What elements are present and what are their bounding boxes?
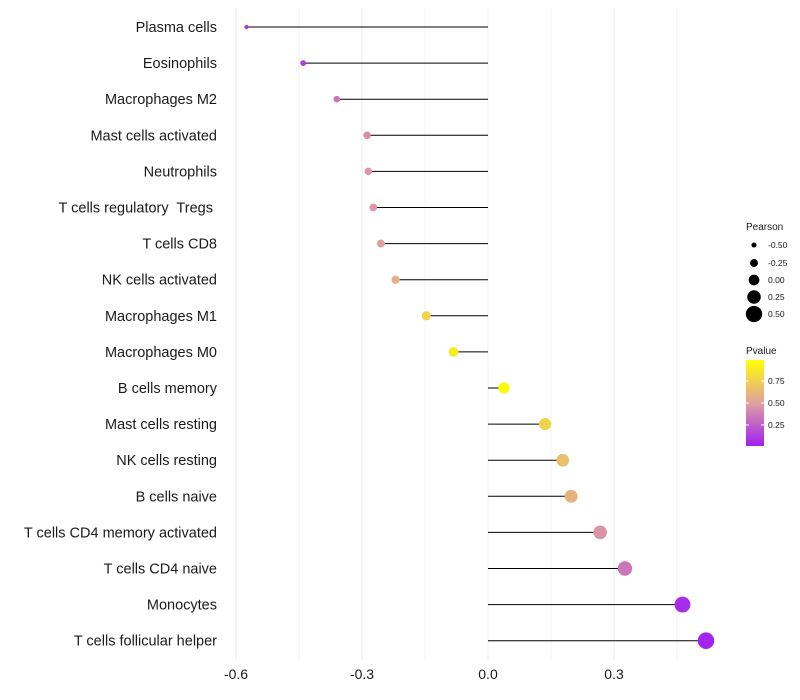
data-point (617, 561, 633, 576)
color-legend: Pvalue 0.25 0.50 0.75 (746, 346, 785, 446)
category-label: B cells memory (118, 381, 218, 397)
data-point (369, 203, 378, 212)
data-point (333, 95, 341, 103)
data-point (593, 525, 607, 540)
color-legend-label: 0.75 (768, 376, 785, 386)
size-legend-title: Pearson (746, 222, 783, 233)
size-legend-key (751, 242, 757, 248)
data-point (376, 239, 385, 248)
data-point (300, 60, 307, 66)
category-label: Macrophages M0 (105, 345, 217, 361)
data-point (391, 275, 400, 284)
category-label: NK cells activated (102, 273, 217, 289)
x-tick-label: -0.3 (350, 666, 374, 682)
x-axis-labels: -0.6 -0.3 0.0 0.3 (224, 666, 624, 682)
color-legend-label: 0.50 (768, 398, 785, 408)
category-label: T cells regulatory Tregs (59, 201, 218, 217)
size-legend-key (748, 274, 760, 286)
data-point (539, 417, 552, 431)
data-point (556, 453, 570, 467)
category-label: T cells CD4 memory activated (24, 525, 217, 541)
category-label: Mast cells activated (90, 128, 217, 144)
data-point (364, 167, 373, 176)
size-legend-label: -0.50 (768, 240, 788, 250)
size-legend-key (750, 259, 758, 267)
grid-lines (235, 8, 678, 660)
data-point (421, 311, 431, 321)
size-legend: Pearson -0.50 -0.25 0.00 0.25 0.50 (745, 222, 788, 323)
category-label: T cells follicular helper (74, 634, 217, 650)
segments (246, 26, 706, 642)
color-legend-title: Pvalue (746, 346, 777, 357)
data-point (498, 382, 510, 394)
size-legend-label: 0.25 (768, 292, 785, 302)
y-axis-labels: Plasma cells Eosinophils Macrophages M2 Mas… (24, 20, 218, 650)
data-point (363, 131, 371, 140)
x-tick-label: 0.0 (478, 666, 498, 682)
category-label: Monocytes (147, 598, 217, 614)
data-point (564, 489, 578, 503)
category-label: Plasma cells (136, 20, 217, 36)
x-tick-label: 0.3 (604, 666, 624, 682)
category-label: T cells CD8 (142, 237, 217, 253)
points (244, 24, 715, 649)
x-tick-label: -0.6 (224, 666, 248, 682)
size-legend-label: 0.50 (768, 309, 785, 319)
data-point (448, 347, 459, 357)
category-label: Eosinophils (143, 56, 217, 72)
color-legend-label: 0.25 (768, 420, 785, 430)
data-point (674, 596, 691, 613)
size-legend-key (745, 305, 763, 323)
size-legend-key (747, 290, 761, 304)
data-point (244, 24, 249, 30)
size-legend-label: 0.00 (768, 275, 785, 285)
category-label: NK cells resting (116, 453, 217, 469)
category-label: Macrophages M2 (105, 92, 217, 108)
size-legend-label: -0.25 (768, 258, 788, 268)
data-point (697, 632, 715, 649)
category-label: Neutrophils (144, 164, 217, 180)
category-label: B cells naive (136, 489, 217, 505)
category-label: T cells CD4 naive (104, 562, 217, 578)
category-label: Macrophages M1 (105, 309, 217, 325)
category-label: Mast cells resting (105, 417, 217, 433)
color-legend-bar (746, 360, 764, 446)
